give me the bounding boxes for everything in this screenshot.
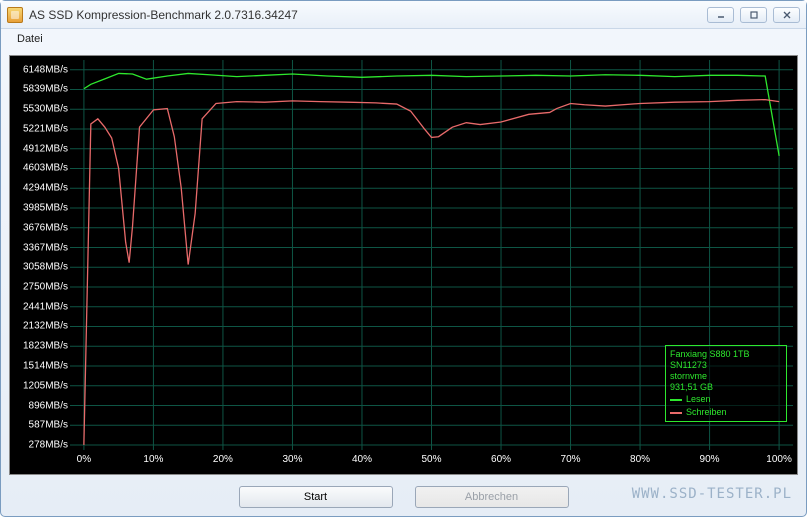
x-tick-label: 0% (77, 454, 91, 465)
y-tick-label: 3985MB/s (23, 203, 68, 214)
legend-read: Lesen (670, 394, 782, 405)
x-tick-label: 60% (491, 454, 511, 465)
y-tick-label: 5839MB/s (23, 84, 68, 95)
y-tick-label: 1205MB/s (23, 380, 68, 391)
y-axis-labels: 278MB/s 587MB/s 896MB/s 1205MB/s 1514MB/s 182… (10, 60, 70, 450)
titlebar: AS SSD Kompression-Benchmark 2.0.7316.34… (1, 1, 806, 29)
y-tick-label: 2750MB/s (23, 281, 68, 292)
write-swatch (670, 412, 682, 414)
legend-info-line: 931,51 GB (670, 382, 782, 393)
maximize-button[interactable] (740, 7, 767, 23)
watermark: WWW.SSD-TESTER.PL (632, 486, 792, 502)
close-button[interactable] (773, 7, 800, 23)
y-tick-label: 2441MB/s (23, 301, 68, 312)
y-tick-label: 2132MB/s (23, 321, 68, 332)
legend-write: Schreiben (670, 407, 782, 418)
minimize-button[interactable] (707, 7, 734, 23)
menubar: Datei (1, 29, 806, 49)
x-tick-label: 30% (282, 454, 302, 465)
chart-plot: Fanxiang S880 1TBSN11273stornvme931,51 G… (70, 60, 793, 450)
chart-area: 278MB/s 587MB/s 896MB/s 1205MB/s 1514MB/s 182… (9, 55, 798, 475)
start-button[interactable]: Start (239, 486, 393, 508)
legend-write-label: Schreiben (686, 407, 727, 418)
y-tick-label: 278MB/s (29, 440, 68, 451)
y-tick-label: 5221MB/s (23, 123, 68, 134)
y-tick-label: 1823MB/s (23, 341, 68, 352)
legend-info-line: stornvme (670, 371, 782, 382)
cancel-button: Abbrechen (415, 486, 569, 508)
x-axis-labels: 0% 10% 20% 30% 40% 50% 60% 70% 80% 90% 100% (70, 454, 793, 470)
app-icon (7, 7, 23, 23)
app-window: AS SSD Kompression-Benchmark 2.0.7316.34… (0, 0, 807, 517)
x-tick-label: 50% (421, 454, 441, 465)
legend-read-label: Lesen (686, 394, 711, 405)
y-tick-label: 1514MB/s (23, 360, 68, 371)
y-tick-label: 4294MB/s (23, 183, 68, 194)
y-tick-label: 896MB/s (29, 400, 68, 411)
y-tick-label: 5530MB/s (23, 104, 68, 115)
x-tick-label: 40% (352, 454, 372, 465)
y-tick-label: 3367MB/s (23, 242, 68, 253)
legend-box: Fanxiang S880 1TBSN11273stornvme931,51 G… (665, 345, 787, 422)
x-tick-label: 80% (630, 454, 650, 465)
legend-info-line: SN11273 (670, 360, 782, 371)
y-tick-label: 6148MB/s (23, 64, 68, 75)
window-controls (707, 7, 800, 23)
legend-info-line: Fanxiang S880 1TB (670, 349, 782, 360)
x-tick-label: 90% (700, 454, 720, 465)
y-tick-label: 587MB/s (29, 420, 68, 431)
y-tick-label: 4603MB/s (23, 163, 68, 174)
y-tick-label: 3058MB/s (23, 262, 68, 273)
x-tick-label: 100% (766, 454, 792, 465)
y-tick-label: 4912MB/s (23, 143, 68, 154)
x-tick-label: 70% (561, 454, 581, 465)
y-tick-label: 3676MB/s (23, 222, 68, 233)
x-tick-label: 20% (213, 454, 233, 465)
window-title: AS SSD Kompression-Benchmark 2.0.7316.34… (29, 8, 298, 22)
menu-datei[interactable]: Datei (11, 31, 49, 47)
read-swatch (670, 399, 682, 401)
x-tick-label: 10% (143, 454, 163, 465)
